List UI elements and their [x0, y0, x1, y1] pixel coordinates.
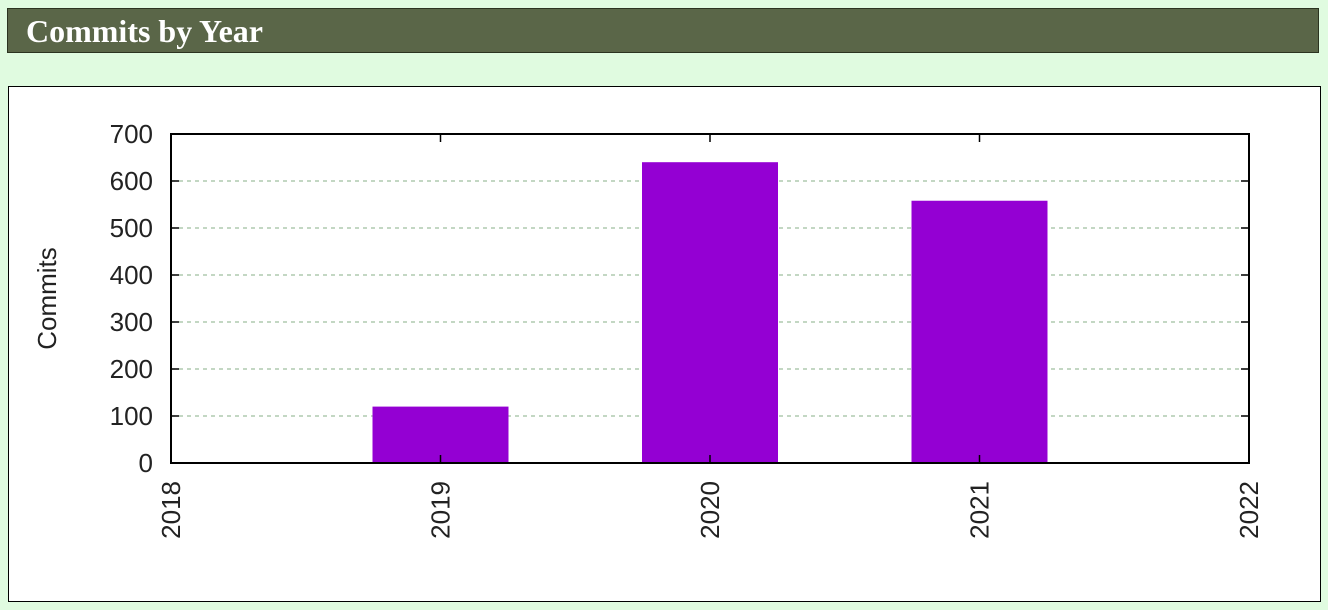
x-tick-label: 2020	[695, 481, 725, 539]
x-tick-label: 2022	[1234, 481, 1264, 539]
section-title: Commits by Year	[26, 13, 263, 49]
x-tick-label: 2019	[426, 481, 456, 539]
y-tick-label: 0	[139, 448, 153, 478]
y-tick-label: 700	[110, 119, 153, 149]
y-axis-label: Commits	[32, 247, 62, 350]
y-tick-label: 100	[110, 401, 153, 431]
axis-ticks	[170, 133, 1250, 464]
tick-labels: 0 100 200 300 400 500 600 700 2018 2019 2020 2021 20…	[110, 119, 1264, 539]
bar-2019	[372, 406, 509, 463]
x-tick-label: 2018	[156, 481, 186, 539]
bar-2020	[642, 162, 778, 463]
y-tick-label: 300	[110, 307, 153, 337]
y-tick-label: 400	[110, 260, 153, 290]
bar-2021	[911, 200, 1048, 464]
bars	[372, 162, 1048, 464]
section-header: Commits by Year	[7, 8, 1319, 53]
y-tick-label: 200	[110, 354, 153, 384]
y-tick-label: 600	[110, 166, 153, 196]
x-tick-label: 2021	[965, 481, 995, 539]
y-tick-label: 500	[110, 213, 153, 243]
